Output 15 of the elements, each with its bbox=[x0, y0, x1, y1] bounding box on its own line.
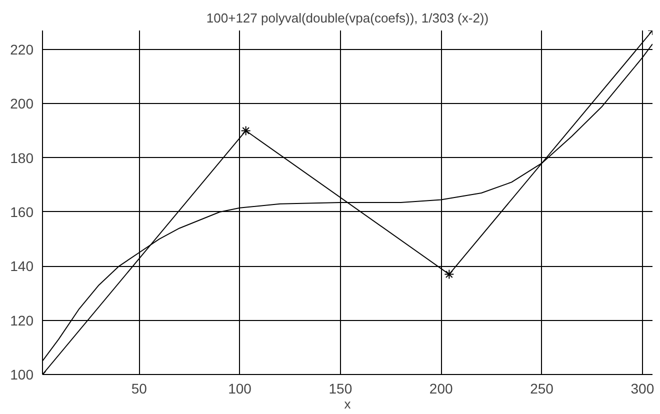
x-axis-title: x bbox=[344, 396, 352, 412]
y-tick-label: 120 bbox=[10, 312, 34, 328]
y-tick-label: 140 bbox=[10, 258, 34, 274]
x-tick-label: 150 bbox=[328, 380, 352, 396]
y-tick-label: 160 bbox=[10, 204, 34, 220]
x-tick-label: 200 bbox=[429, 380, 454, 396]
x-tick-label: 300 bbox=[630, 380, 654, 396]
chart-title: 100+127 polyval(double(vpa(coefs)), 1/303 (x-2)) bbox=[206, 10, 489, 26]
y-tick-label: 220 bbox=[10, 41, 34, 58]
y-tick-label: 200 bbox=[10, 96, 34, 112]
y-tick-label: 180 bbox=[10, 150, 34, 166]
y-tick-label: 100 bbox=[10, 366, 34, 382]
x-tick-label: 50 bbox=[131, 380, 148, 396]
x-tick-label: 250 bbox=[530, 380, 554, 396]
x-tick-label: 100 bbox=[228, 380, 252, 396]
